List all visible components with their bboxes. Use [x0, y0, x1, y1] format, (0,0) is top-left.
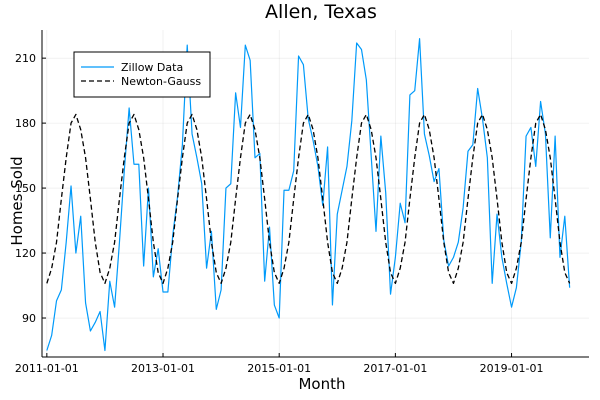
plot-series: [46, 38, 571, 352]
grid-lines: [42, 30, 589, 357]
y-axis-label: Homes Sold: [8, 156, 26, 245]
y-tick-label: 120: [15, 247, 36, 260]
legend-label-zillow: Zillow Data: [121, 61, 183, 74]
series-line-zillow-data: [46, 38, 571, 352]
chart-title: Allen, Texas: [265, 1, 377, 23]
legend-box: [73, 51, 211, 98]
x-tick-label: 2017-01-01: [363, 362, 427, 375]
legend: Zillow Data Newton-Gauss: [73, 51, 211, 98]
y-tick-label: 210: [15, 52, 36, 65]
legend-label-newton-gauss: Newton-Gauss: [121, 75, 201, 88]
x-tick-label: 2015-01-01: [247, 362, 311, 375]
y-tick-label: 90: [22, 312, 36, 325]
x-tick-labels: 2011-01-01 2013-01-01 2015-01-01 2017-01-01…: [15, 353, 544, 375]
y-tick-label: 150: [15, 182, 36, 195]
axes: [41, 30, 589, 358]
x-tick-label: 2011-01-01: [15, 362, 79, 375]
y-tick-label: 180: [15, 117, 36, 130]
series-line-newton-gauss: [46, 113, 571, 285]
x-tick-label: 2013-01-01: [131, 362, 195, 375]
x-axis-label: Month: [298, 375, 345, 393]
x-tick-label: 2019-01-01: [480, 362, 544, 375]
y-tick-labels: 90 120 150 180 210: [15, 52, 46, 325]
